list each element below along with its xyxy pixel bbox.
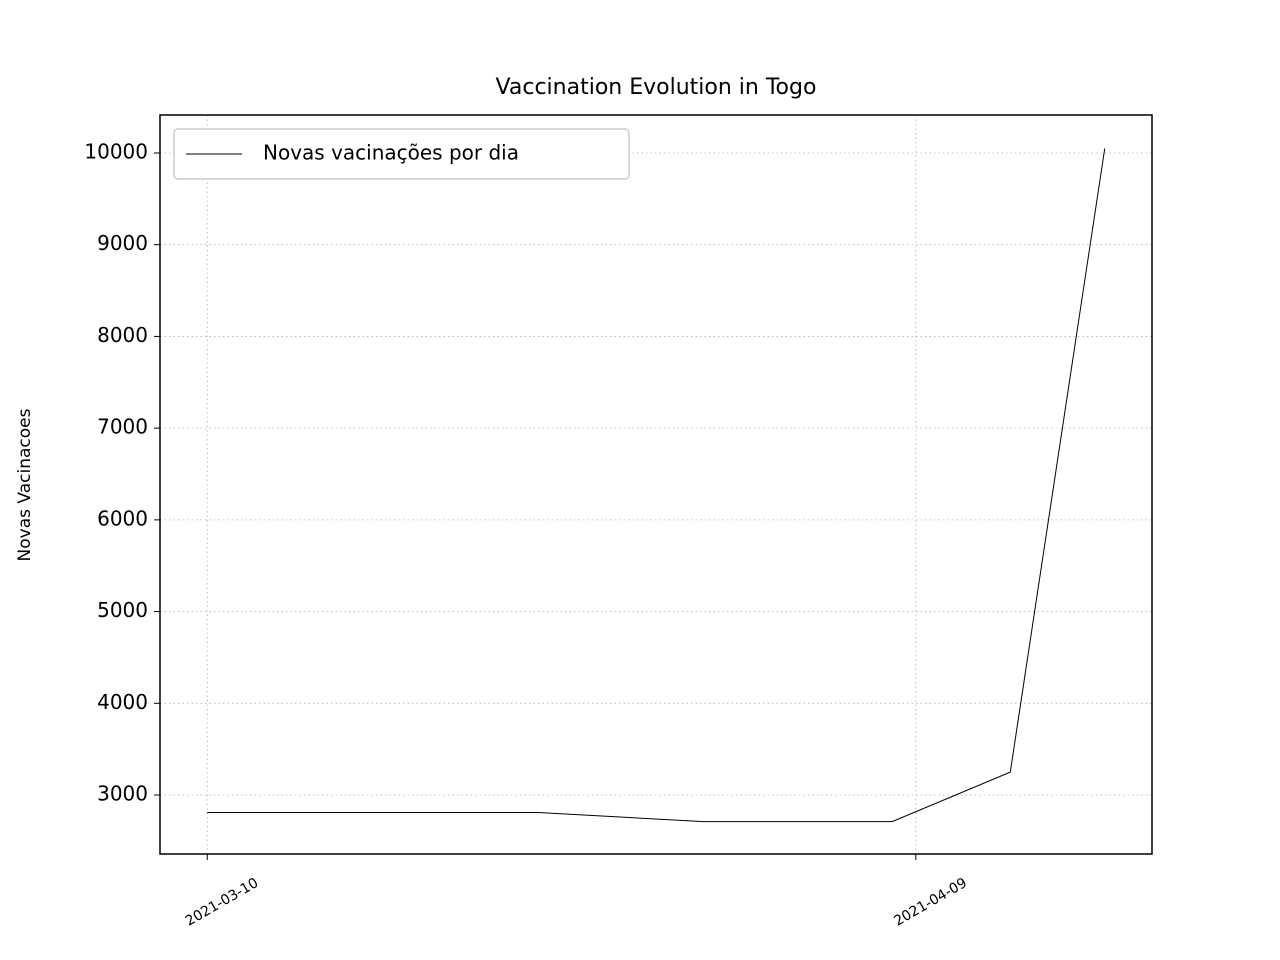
y-tick-label: 6000 <box>97 506 148 530</box>
y-tick-label: 5000 <box>97 598 148 622</box>
y-tick-label: 8000 <box>97 323 148 347</box>
plot-frame <box>159 114 1153 855</box>
y-tick-label: 9000 <box>97 231 148 255</box>
data-line <box>207 148 1106 823</box>
y-tick-label: 7000 <box>97 415 148 439</box>
y-tick-label: 10000 <box>84 139 148 163</box>
legend-box <box>173 128 630 180</box>
y-tick-label: 4000 <box>97 690 148 714</box>
y-axis-label: Novas Vacinacoes <box>15 408 35 561</box>
legend-label: Novas vacinações por dia <box>263 141 519 165</box>
y-tick-label: 3000 <box>97 782 148 806</box>
chart-title: Vaccination Evolution in Togo <box>496 75 817 100</box>
